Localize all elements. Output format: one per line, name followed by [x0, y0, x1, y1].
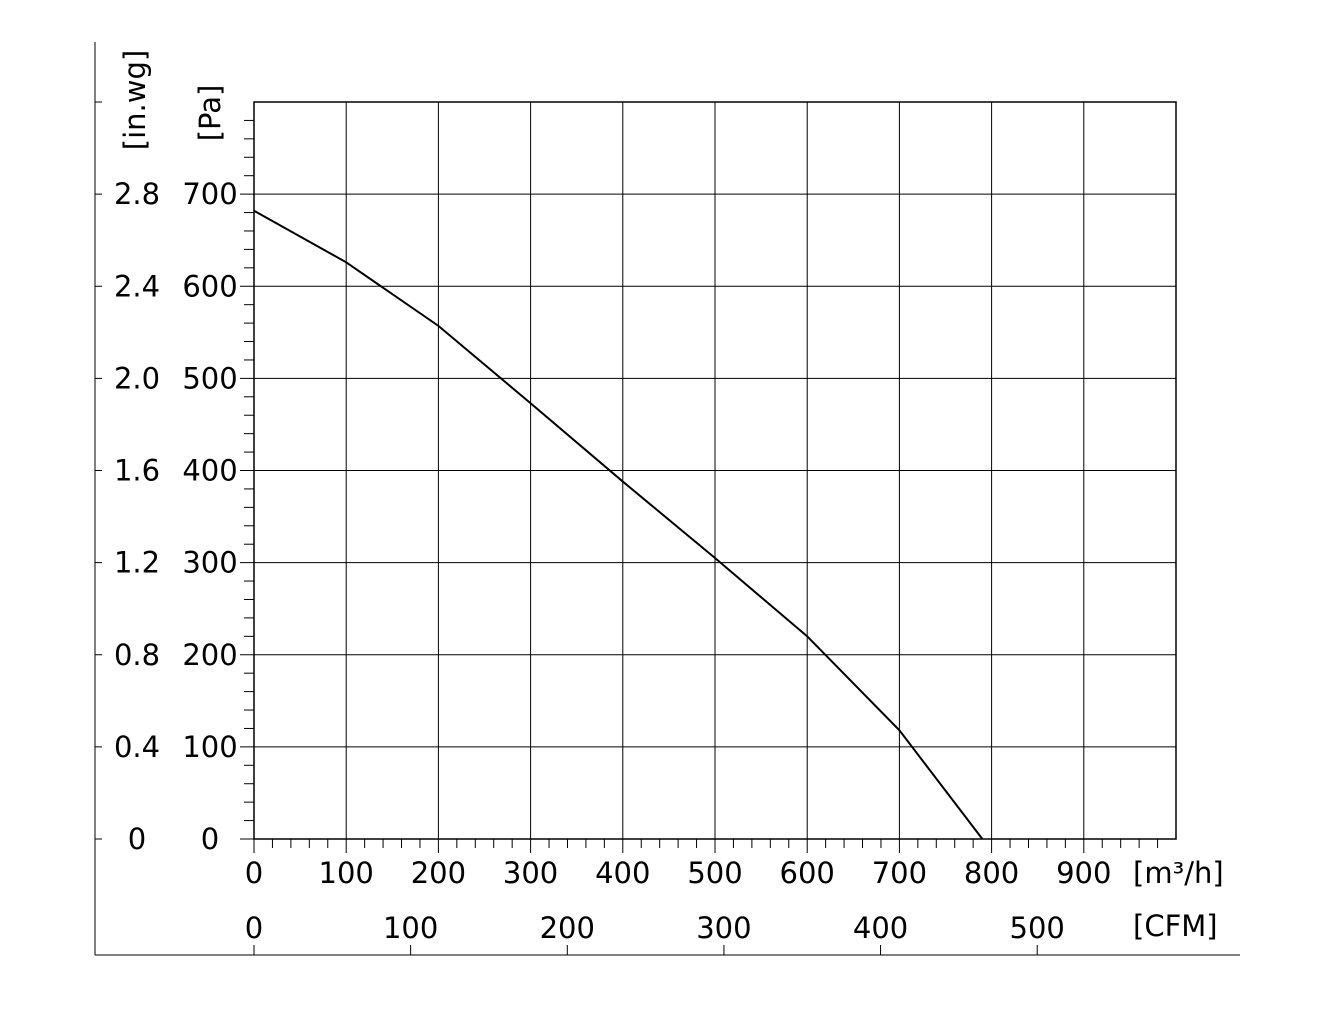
y2-tick-label: 1.6 — [114, 454, 160, 488]
y-tick-label: 0 — [201, 822, 219, 856]
x-tick-label: 200 — [411, 856, 466, 890]
x-tick-label: 800 — [964, 856, 1019, 890]
y-tick-label: 700 — [182, 177, 237, 211]
y2-tick-label: 0 — [128, 822, 146, 856]
y-tick-label: 300 — [182, 546, 237, 580]
y-tick-label: 400 — [182, 454, 237, 488]
x-tick-label: 600 — [780, 856, 835, 890]
x-axis-label: [m³/h] — [1133, 856, 1224, 890]
y-tick-label: 100 — [182, 730, 237, 764]
x2-tick-label: 300 — [696, 911, 751, 945]
x2-tick-label: 0 — [245, 911, 263, 945]
y-axis-label: [Pa] — [193, 85, 227, 142]
x2-tick-label: 200 — [540, 911, 595, 945]
x-tick-label: 0 — [245, 856, 263, 890]
y2-tick-label: 1.2 — [114, 546, 160, 580]
x-tick-label: 500 — [687, 856, 742, 890]
y2-tick-label: 0.4 — [114, 730, 160, 764]
x2-tick-label: 100 — [383, 911, 438, 945]
y2-tick-label: 2.0 — [114, 361, 160, 395]
y2-tick-label: 0.8 — [114, 638, 160, 672]
x-tick-label: 100 — [319, 856, 374, 890]
x-tick-label: 900 — [1056, 856, 1111, 890]
x-tick-label: 300 — [503, 856, 558, 890]
y-tick-label: 600 — [182, 269, 237, 303]
x2-tick-label: 400 — [853, 911, 908, 945]
x-tick-label: 700 — [872, 856, 927, 890]
y-tick-label: 500 — [182, 361, 237, 395]
y2-axis-label: [in.wg] — [118, 50, 152, 150]
y-tick-label: 200 — [182, 638, 237, 672]
x-tick-label: 400 — [595, 856, 650, 890]
x2-axis-label: [CFM] — [1133, 909, 1218, 943]
y2-tick-label: 2.4 — [114, 269, 160, 303]
x2-tick-label: 500 — [1010, 911, 1065, 945]
y2-tick-label: 2.8 — [114, 177, 160, 211]
curve — [253, 209, 984, 840]
